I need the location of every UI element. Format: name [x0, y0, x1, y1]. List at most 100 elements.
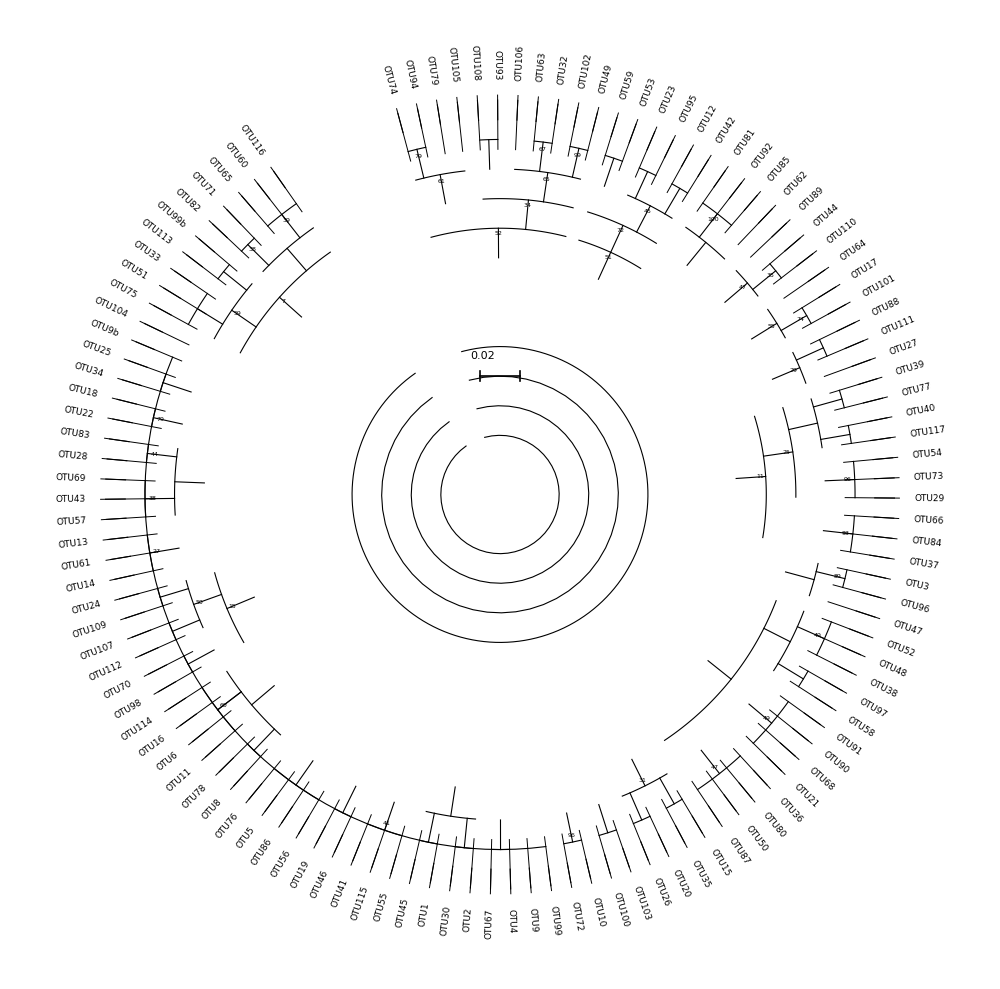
Text: OTU8: OTU8	[201, 797, 224, 822]
Text: 96: 96	[844, 478, 852, 483]
Text: OTU46: OTU46	[309, 868, 330, 900]
Text: OTU59: OTU59	[618, 68, 636, 100]
Text: OTU107: OTU107	[79, 640, 115, 662]
Text: OTU67: OTU67	[485, 909, 495, 940]
Text: OTU106: OTU106	[514, 45, 525, 81]
Text: OTU34: OTU34	[73, 361, 105, 379]
Text: 25: 25	[783, 450, 791, 455]
Text: OTU54: OTU54	[912, 449, 943, 461]
Text: OTU97: OTU97	[857, 696, 888, 720]
Text: OTU55: OTU55	[373, 891, 390, 923]
Text: OTU65: OTU65	[206, 155, 232, 184]
Text: 44: 44	[150, 452, 158, 457]
Text: 60: 60	[219, 703, 227, 708]
Text: 27: 27	[153, 549, 161, 554]
Text: 38: 38	[148, 496, 156, 501]
Text: OTU21: OTU21	[792, 781, 820, 809]
Text: OTU62: OTU62	[783, 170, 810, 198]
Text: OTU13: OTU13	[58, 537, 89, 550]
Text: 93: 93	[842, 531, 850, 536]
Text: OTU111: OTU111	[880, 315, 917, 337]
Text: OTU96: OTU96	[899, 598, 930, 615]
Text: OTU42: OTU42	[715, 115, 739, 145]
Text: OTU18: OTU18	[67, 383, 99, 399]
Text: OTU115: OTU115	[349, 885, 370, 922]
Text: OTU29: OTU29	[914, 494, 944, 503]
Text: OTU85: OTU85	[767, 154, 793, 183]
Text: OTU63: OTU63	[535, 51, 547, 83]
Text: OTU103: OTU103	[632, 884, 652, 922]
Text: 55: 55	[767, 324, 775, 329]
Text: OTU38: OTU38	[867, 677, 899, 699]
Text: OTU28: OTU28	[57, 450, 88, 462]
Text: OTU19: OTU19	[289, 859, 311, 890]
Text: 52: 52	[494, 231, 502, 236]
Text: 96: 96	[567, 833, 575, 838]
Text: OTU104: OTU104	[92, 296, 129, 319]
Text: OTU87: OTU87	[727, 837, 751, 866]
Text: OTU102: OTU102	[577, 52, 593, 89]
Text: OTU3: OTU3	[904, 578, 930, 592]
Text: OTU49: OTU49	[598, 62, 614, 94]
Text: OTU20: OTU20	[671, 868, 692, 899]
Text: OTU4: OTU4	[507, 909, 516, 934]
Text: OTU76: OTU76	[214, 811, 240, 841]
Text: OTU74: OTU74	[381, 64, 397, 96]
Text: OTU73: OTU73	[914, 472, 944, 482]
Text: OTU50: OTU50	[744, 824, 769, 854]
Text: OTU108: OTU108	[470, 45, 481, 81]
Text: 47: 47	[738, 285, 746, 290]
Text: OTU86: OTU86	[250, 837, 274, 867]
Text: OTU12: OTU12	[697, 104, 719, 135]
Text: 50: 50	[196, 599, 204, 604]
Text: OTU113: OTU113	[140, 218, 174, 246]
Text: OTU30: OTU30	[439, 905, 452, 937]
Text: OTU57: OTU57	[56, 516, 87, 527]
Text: OTU61: OTU61	[61, 559, 92, 573]
Text: 49: 49	[814, 633, 822, 638]
Text: OTU84: OTU84	[911, 536, 942, 548]
Text: 49: 49	[762, 716, 770, 721]
Text: OTU25: OTU25	[80, 339, 112, 358]
Text: OTU91: OTU91	[834, 733, 864, 758]
Text: OTU110: OTU110	[825, 217, 860, 245]
Text: OTU95: OTU95	[678, 93, 699, 125]
Text: OTU22: OTU22	[63, 405, 94, 419]
Text: OTU17: OTU17	[850, 257, 881, 281]
Text: OTU37: OTU37	[908, 557, 939, 571]
Text: OTU92: OTU92	[750, 140, 776, 170]
Text: OTU53: OTU53	[639, 75, 658, 107]
Text: OTU100: OTU100	[611, 891, 630, 929]
Text: OTU98: OTU98	[113, 697, 144, 721]
Text: 35: 35	[766, 273, 774, 278]
Text: OTU71: OTU71	[189, 170, 217, 199]
Text: 29: 29	[790, 368, 798, 373]
Text: OTU68: OTU68	[807, 765, 836, 793]
Text: OTU1: OTU1	[418, 901, 431, 928]
Text: OTU45: OTU45	[395, 897, 410, 929]
Text: OTU2: OTU2	[463, 907, 473, 933]
Text: 100: 100	[707, 217, 719, 222]
Text: OTU33: OTU33	[131, 239, 161, 264]
Text: OTU23: OTU23	[658, 84, 679, 116]
Text: OTU101: OTU101	[861, 274, 897, 299]
Text: OTU88: OTU88	[871, 297, 902, 317]
Text: OTU9b: OTU9b	[88, 318, 120, 338]
Text: 59: 59	[233, 312, 241, 316]
Text: OTU82: OTU82	[173, 187, 202, 214]
Text: OTU105: OTU105	[447, 46, 460, 83]
Text: OTU90: OTU90	[821, 750, 850, 775]
Text: OTU109: OTU109	[71, 620, 108, 640]
Text: OTU72: OTU72	[570, 901, 584, 933]
Text: OTU35: OTU35	[690, 858, 712, 889]
Text: OTU114: OTU114	[120, 716, 155, 743]
Text: OTU15: OTU15	[709, 848, 732, 878]
Text: OTU99: OTU99	[549, 905, 562, 936]
Text: OTU51: OTU51	[119, 258, 149, 282]
Text: 39: 39	[282, 218, 290, 223]
Text: OTU58: OTU58	[846, 715, 876, 739]
Text: OTU70: OTU70	[102, 679, 133, 701]
Text: OTU14: OTU14	[65, 580, 96, 594]
Text: 45: 45	[643, 209, 651, 214]
Text: OTU77: OTU77	[901, 382, 932, 398]
